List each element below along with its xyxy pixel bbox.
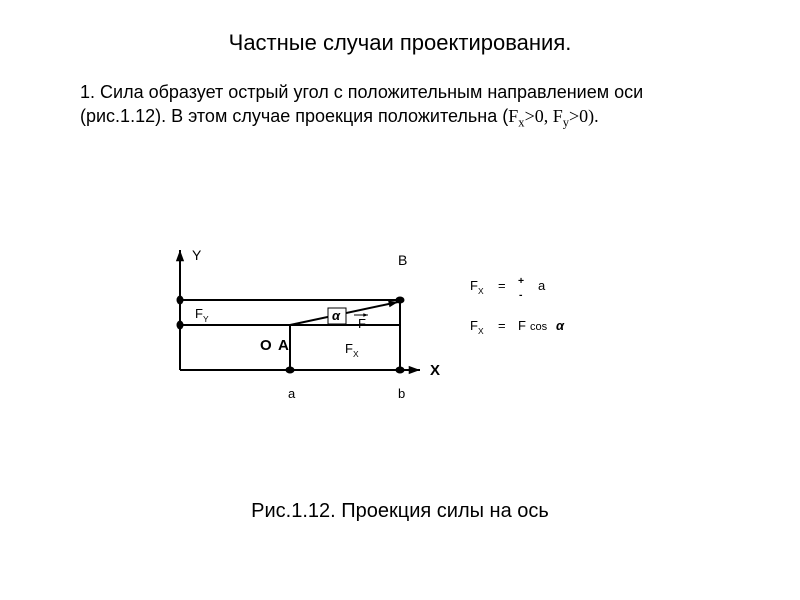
- gt0-a: >0,: [525, 106, 553, 126]
- svg-text:cos: cos: [530, 321, 548, 333]
- svg-text:F: F: [470, 278, 478, 293]
- svg-text:F: F: [195, 306, 203, 321]
- fy-symbol: F: [553, 106, 563, 126]
- projection-diagram: FαXYOABabFYFXFX=+-aFX=Fcosα: [140, 220, 660, 420]
- figure-caption: Рис.1.12. Проекция силы на ось: [0, 500, 800, 523]
- svg-text:X: X: [478, 326, 484, 336]
- page: Частные случаи проектирования. 1. Сила о…: [0, 0, 800, 600]
- svg-text:X: X: [478, 286, 484, 296]
- page-title: Частные случаи проектирования.: [0, 30, 800, 56]
- svg-text:+: +: [518, 276, 524, 287]
- svg-text:α: α: [332, 308, 341, 323]
- svg-text:A: A: [278, 337, 289, 354]
- svg-text:F: F: [358, 316, 366, 331]
- svg-text:F: F: [518, 318, 526, 333]
- svg-text:α: α: [556, 318, 565, 333]
- svg-text:=: =: [498, 278, 506, 293]
- svg-text:b: b: [398, 386, 405, 401]
- svg-text:a: a: [538, 278, 546, 293]
- diagram-svg: FαXYOABabFYFXFX=+-aFX=Fcosα: [140, 220, 660, 420]
- svg-text:=: =: [498, 318, 506, 333]
- svg-text:X: X: [430, 362, 440, 379]
- svg-text:Y: Y: [203, 314, 209, 324]
- svg-text:-: -: [519, 290, 523, 301]
- svg-text:F: F: [345, 341, 353, 356]
- svg-text:O: O: [260, 337, 272, 354]
- svg-text:F: F: [470, 318, 478, 333]
- fx-symbol: F: [508, 106, 518, 126]
- svg-text:X: X: [353, 349, 359, 359]
- svg-text:Y: Y: [192, 247, 202, 263]
- body-paragraph: 1. Сила образует острый угол с положител…: [80, 80, 720, 132]
- svg-text:a: a: [288, 386, 296, 401]
- svg-text:B: B: [398, 252, 407, 268]
- gt0-b: >0).: [569, 106, 599, 126]
